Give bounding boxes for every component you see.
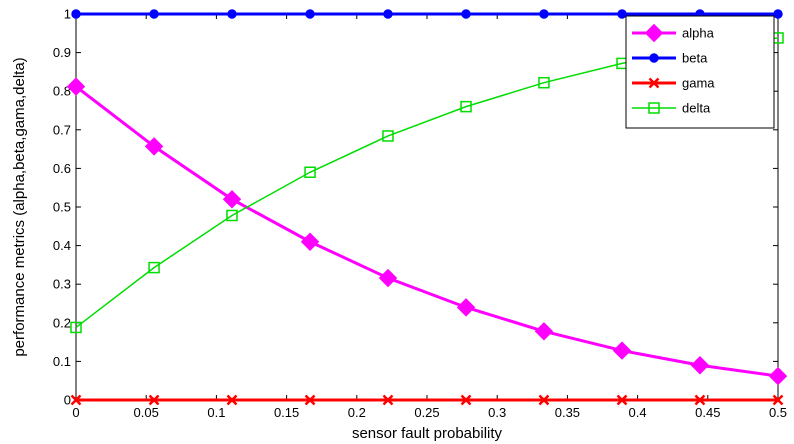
- gama-point-stroke: [460, 394, 472, 406]
- gama-point: [694, 394, 706, 406]
- y-tick-label: 0.1: [53, 354, 71, 369]
- y-axis-ticks: 0 0.1 0.2 0.3 0.4 0.5 0.6 0.7 0.8 0.9 1: [53, 7, 778, 408]
- alpha-point: [144, 137, 164, 156]
- legend-swatch-marker: [649, 53, 659, 63]
- alpha-point: [378, 268, 398, 288]
- alpha-point: [534, 322, 554, 341]
- x-tick-label: 0.05: [134, 405, 159, 420]
- beta-point: [71, 9, 81, 19]
- x-tick-label: 0.35: [555, 405, 580, 420]
- legend-item-delta: delta: [632, 101, 711, 116]
- y-axis-title: performance metrics (alpha,beta,gama,del…: [11, 57, 28, 356]
- legend-swatch-marker: [648, 102, 660, 114]
- y-tick-label: 0.6: [53, 161, 71, 176]
- gama-point-stroke: [382, 394, 394, 406]
- x-tick-label: 0.45: [695, 405, 720, 420]
- x-tick-label: 0.25: [414, 405, 439, 420]
- series-alpha: [66, 77, 788, 386]
- delta-point: [304, 166, 316, 179]
- series-beta: [71, 9, 783, 19]
- beta-point: [305, 9, 315, 19]
- x-tick-label: 0: [72, 405, 79, 420]
- beta-point: [461, 9, 471, 19]
- y-tick-label: 0.9: [53, 45, 71, 60]
- gama-point: [538, 394, 550, 406]
- x-tick-label: 0.2: [348, 405, 366, 420]
- y-tick-label: 0.2: [53, 315, 71, 330]
- x-axis-ticks: 0 0.05 0.1 0.15 0.2 0.25 0.3 0.35 0.4 0.45 0.5: [72, 14, 787, 420]
- gama-point-stroke: [538, 394, 550, 406]
- legend-swatch-marker-stroke: [648, 77, 660, 89]
- x-tick-label: 0.4: [629, 405, 647, 420]
- legend: alpha beta gama delta: [625, 15, 775, 129]
- beta-point: [383, 9, 393, 19]
- gama-point-stroke: [616, 394, 628, 406]
- beta-point: [149, 9, 159, 19]
- gama-point-stroke: [772, 394, 784, 406]
- x-tick-label: 0.1: [207, 405, 225, 420]
- x-tick-label: 0.15: [274, 405, 299, 420]
- y-tick-label: 1: [64, 7, 71, 22]
- x-tick-label: 0.5: [769, 405, 787, 420]
- series-gama: [70, 394, 784, 406]
- alpha-point: [690, 356, 710, 375]
- delta-point: [382, 130, 394, 142]
- beta-point: [617, 9, 627, 19]
- gama-point-stroke: [148, 394, 160, 406]
- y-tick-label: 0.3: [53, 277, 71, 292]
- gama-point: [460, 394, 472, 406]
- x-tick-label: 0.3: [488, 405, 506, 420]
- legend-label: beta: [682, 51, 708, 66]
- delta-point: [70, 321, 82, 334]
- delta-point: [148, 261, 160, 274]
- alpha-point: [768, 366, 788, 386]
- y-tick-label: 0.8: [53, 84, 71, 99]
- alpha-point: [456, 298, 476, 317]
- y-tick-label: 0.7: [53, 122, 71, 137]
- alpha-point: [300, 232, 320, 251]
- legend-label: delta: [682, 101, 711, 116]
- beta-point: [227, 9, 237, 19]
- delta-point: [226, 209, 238, 222]
- legend-swatch-marker: [644, 23, 664, 43]
- beta-point: [539, 9, 549, 19]
- alpha-point: [66, 77, 86, 96]
- legend-item-gama: gama: [632, 76, 715, 91]
- alpha-point: [222, 190, 242, 209]
- beta-point: [773, 9, 783, 19]
- delta-point: [538, 76, 550, 89]
- legend-label: alpha: [682, 26, 715, 41]
- y-tick-label: 0.4: [53, 238, 71, 253]
- gama-point: [772, 394, 784, 406]
- gama-point: [70, 394, 82, 406]
- gama-point-stroke: [304, 394, 316, 406]
- legend-item-beta: beta: [632, 51, 708, 66]
- gama-point-stroke: [226, 394, 238, 406]
- gama-point-stroke: [70, 394, 82, 406]
- alpha-point: [612, 341, 632, 360]
- y-tick-label: 0: [64, 393, 71, 408]
- legend-label: gama: [682, 76, 715, 91]
- legend-swatch-marker: [648, 77, 660, 89]
- gama-point: [382, 394, 394, 406]
- gama-point: [148, 394, 160, 406]
- gama-point: [616, 394, 628, 406]
- legend-item-alpha: alpha: [632, 23, 715, 43]
- delta-point: [460, 100, 472, 113]
- gama-point: [304, 394, 316, 406]
- y-tick-label: 0.5: [53, 200, 71, 215]
- gama-point: [226, 394, 238, 406]
- x-axis-title: sensor fault probability: [352, 425, 503, 442]
- gama-point-stroke: [694, 394, 706, 406]
- alpha-line: [75, 85, 779, 378]
